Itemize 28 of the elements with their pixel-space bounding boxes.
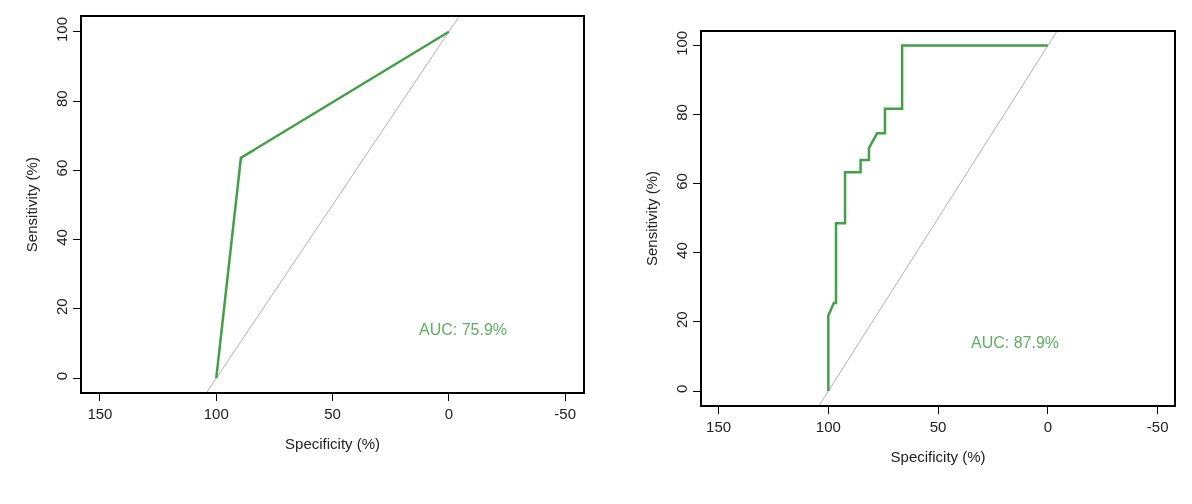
y-tick-label: 20 (673, 311, 691, 329)
x-tick-label: 150 (706, 417, 732, 435)
y-axis-title: Sensitivity (%) (643, 170, 661, 266)
x-axis-title: Specificity (%) (890, 448, 986, 466)
y-tick-label: 40 (53, 229, 71, 246)
x-tick-label: -50 (554, 404, 577, 422)
x-tick-label: 0 (444, 404, 454, 422)
x-tick-label: 100 (203, 404, 229, 422)
y-tick-label: 0 (673, 384, 691, 393)
y-tick-label: 80 (53, 90, 71, 108)
x-tick-label: 0 (1043, 417, 1053, 435)
y-tick-label: 20 (53, 298, 71, 316)
y-tick-label: 0 (53, 371, 71, 381)
y-tick-label: 100 (53, 16, 71, 42)
y-tick-label: 60 (53, 159, 71, 177)
annotation: AUC: 75.9% (419, 321, 508, 338)
y-tick-label: 80 (673, 104, 691, 121)
x-tick-label: 50 (929, 417, 947, 435)
x-tick-label: 100 (815, 417, 841, 435)
y-axis-title: Sensitivity (%) (23, 157, 41, 253)
x-axis-title: Specificity (%) (285, 435, 381, 453)
x-tick-label: 150 (87, 404, 113, 422)
annotation: AUC: 87.9% (971, 334, 1060, 351)
y-tick-label: 40 (673, 242, 691, 259)
x-tick-label: 50 (324, 404, 341, 422)
x-tick-label: -50 (1146, 417, 1169, 435)
y-tick-label: 60 (673, 173, 691, 190)
y-tick-label: 100 (673, 30, 691, 56)
